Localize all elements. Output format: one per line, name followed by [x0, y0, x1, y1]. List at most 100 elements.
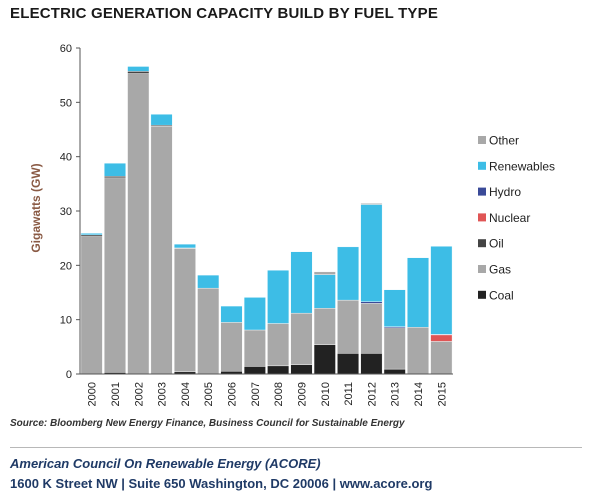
bar-nuclear-2015 [430, 334, 453, 342]
bar-gas-2003 [150, 126, 173, 375]
bar-renewables-2006 [220, 305, 243, 323]
legend-swatch [478, 265, 486, 273]
bar-gas-2011 [337, 299, 360, 354]
bar-renewables-2008 [267, 270, 290, 324]
y-axis-label: Gigawatts (GW) [29, 163, 43, 252]
bar-coal-2012 [360, 353, 383, 375]
y-tick-label: 60 [60, 43, 72, 55]
bar-renewables-2005 [197, 274, 220, 289]
bar-coal-2008 [267, 365, 290, 375]
legend-swatch [478, 213, 486, 222]
bar-renewables-2009 [290, 251, 313, 314]
x-tick-label: 2002 [133, 382, 145, 406]
x-tick-label: 2004 [180, 382, 192, 406]
bar-oil-2000 [80, 234, 103, 237]
bar-gas-2004 [173, 248, 196, 373]
legend-swatch [478, 161, 486, 170]
bar-renewables-2002 [127, 66, 150, 72]
legend-label: Oil [489, 237, 504, 251]
bar-gas-2007 [243, 329, 266, 367]
legend-swatch [478, 239, 486, 248]
bar-oil-2002 [127, 71, 150, 74]
bar-other-2012 [360, 203, 383, 205]
organization-address: 1600 K Street NW | Suite 650 Washington,… [10, 476, 433, 491]
legend-swatch [478, 187, 486, 196]
bar-coal-2007 [243, 366, 266, 375]
bar-gas-2008 [267, 323, 290, 367]
x-tick-label: 2010 [320, 382, 332, 406]
bar-renewables-2000 [80, 233, 103, 236]
x-axis: 2000 2001 2002 2003 2004 2005 2006 2007 2008 2009… [80, 373, 453, 406]
x-tick-label: 2015 [436, 382, 448, 406]
legend-label: Nuclear [489, 211, 530, 225]
bar-other-2010 [313, 271, 336, 275]
legend-label: Hydro [489, 185, 521, 199]
legend-item-gas: Gas [478, 263, 511, 277]
legend-label: Renewables [489, 159, 555, 173]
legend-item-hydro: Hydro [478, 185, 521, 199]
bar-renewables-2003 [150, 114, 173, 126]
legend-swatch [478, 136, 486, 144]
x-tick-label: 2009 [296, 382, 308, 406]
bar-coal-2009 [290, 364, 313, 375]
bar-gas-2012 [360, 303, 383, 354]
legend-item-other: Other [478, 134, 519, 148]
y-tick-label: 10 [60, 315, 72, 327]
legend-swatch [478, 290, 486, 299]
bar-gas-2013 [383, 327, 406, 370]
bar-renewables-2012 [360, 204, 383, 302]
bar-renewables-2013 [383, 289, 406, 327]
x-tick-label: 2014 [413, 382, 425, 406]
y-tick-label: 0 [66, 369, 72, 381]
bar-gas-2014 [407, 327, 429, 375]
x-tick-label: 2013 [390, 382, 402, 406]
legend-label: Gas [489, 263, 511, 277]
bar-renewables-2001 [104, 162, 126, 177]
bar-gas-2000 [80, 236, 103, 375]
legend-item-nuclear: Nuclear [478, 211, 530, 225]
bar-hydro-2012 [360, 301, 383, 304]
y-tick-label: 50 [60, 97, 72, 109]
footer-divider [10, 447, 582, 448]
x-tick-label: 2007 [250, 382, 262, 406]
bar-renewables-2015 [430, 246, 453, 335]
chart-title: ELECTRIC GENERATION CAPACITY BUILD BY FU… [10, 5, 439, 22]
legend-item-coal: Coal [478, 288, 514, 302]
bar-coal-2011 [337, 353, 360, 375]
x-tick-label: 2006 [227, 382, 239, 406]
legend-item-oil: Oil [478, 237, 504, 251]
y-tick-label: 30 [60, 206, 72, 218]
y-axis: 0 10 20 30 40 50 60 [60, 43, 81, 381]
y-tick-label: 40 [60, 152, 72, 164]
bar-renewables-2011 [337, 246, 360, 301]
x-tick-label: 2003 [157, 382, 169, 406]
bar-gas-2010 [313, 308, 336, 345]
x-tick-label: 2011 [343, 382, 355, 406]
bar-renewables-2010 [313, 274, 336, 309]
bar-gas-2002 [127, 73, 150, 375]
x-tick-label: 2005 [203, 382, 215, 406]
bar-gas-2015 [430, 341, 453, 375]
legend-label: Coal [489, 288, 514, 302]
bar-renewables-2004 [173, 243, 196, 249]
organization-name: American Council On Renewable Energy (AC… [10, 456, 321, 471]
bar-gas-2001 [104, 177, 126, 373]
bar-gas-2005 [197, 287, 220, 375]
bar-gas-2006 [220, 322, 243, 372]
source-note: Source: Bloomberg New Energy Finance, Bu… [10, 418, 405, 429]
legend-label: Other [489, 134, 519, 148]
bar-renewables-2007 [243, 297, 266, 331]
x-tick-label: 2000 [87, 382, 99, 406]
y-tick-label: 20 [60, 260, 72, 272]
bar-coal-2013 [383, 368, 406, 375]
bars [80, 66, 453, 375]
bar-renewables-2014 [407, 257, 429, 328]
x-tick-label: 2001 [110, 382, 122, 406]
x-tick-label: 2012 [366, 382, 378, 406]
bar-oil-2001 [104, 176, 126, 179]
bar-coal-2010 [313, 344, 336, 375]
bar-gas-2009 [290, 312, 313, 365]
legend-item-renewables: Renewables [478, 159, 555, 173]
x-tick-label: 2008 [273, 382, 285, 406]
